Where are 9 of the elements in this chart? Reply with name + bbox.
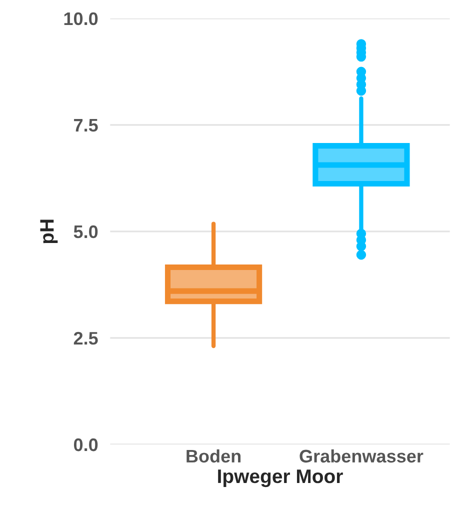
y-tick-label: 5.0 (74, 225, 98, 238)
y-tick-label: 2.5 (74, 332, 98, 345)
y-tick-label: 7.5 (74, 119, 98, 132)
y-axis-title: pH (40, 220, 58, 244)
y-tick-label: 0.0 (74, 438, 98, 452)
x-tick-label: Grabenwasser (300, 449, 424, 463)
x-tick-label: Boden (186, 449, 240, 463)
x-axis-title: Ipweger Moor (218, 470, 343, 488)
y-tick-label: 10.0 (64, 12, 98, 26)
